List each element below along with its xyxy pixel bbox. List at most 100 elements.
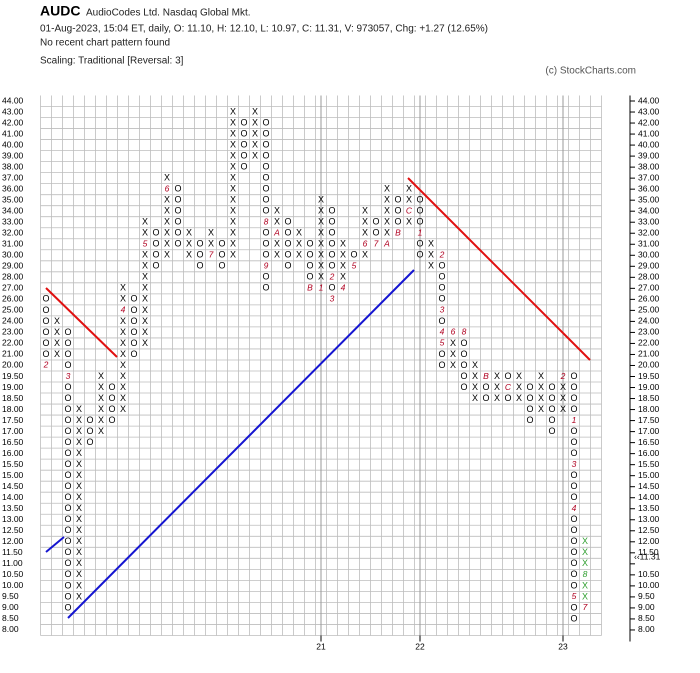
x-box: X [230, 106, 236, 116]
y-tick-label-left: 25.00 [2, 305, 24, 315]
o-box: O [284, 239, 291, 249]
y-tick-label-left: 13.50 [2, 503, 24, 513]
y-tick-label-left: 8.50 [2, 613, 19, 623]
month-marker: 5 [440, 338, 445, 348]
y-tick-label-right: 39.00 [638, 150, 660, 160]
x-box: X [252, 106, 258, 116]
x-box: X [516, 382, 522, 392]
x-box: X [384, 217, 390, 227]
o-box: O [460, 360, 467, 370]
o-box: O [306, 261, 313, 271]
pattern-note: No recent chart pattern found [40, 38, 170, 49]
x-box: X [142, 250, 148, 260]
x-box: X [252, 117, 258, 127]
x-box: X [142, 316, 148, 326]
o-box: O [570, 547, 577, 557]
x-box: X [362, 250, 368, 260]
o-box: O [64, 602, 71, 612]
scaling: Scaling: Traditional [Reversal: 3] [40, 56, 184, 67]
o-box: O [64, 569, 71, 579]
x-box: X [76, 591, 82, 601]
x-box: X [164, 173, 170, 183]
o-box: O [460, 371, 467, 381]
o-box: O [438, 349, 445, 359]
o-box: O [86, 426, 93, 436]
o-box: O [394, 206, 401, 216]
o-box: O [174, 184, 181, 194]
o-box: O [64, 503, 71, 513]
y-tick-label-left: 18.00 [2, 404, 24, 414]
x-box: X [494, 382, 500, 392]
o-box: O [174, 206, 181, 216]
month-marker: 7 [374, 239, 379, 249]
month-marker: B [483, 371, 489, 381]
x-box: X [54, 327, 60, 337]
o-box: O [438, 294, 445, 304]
x-box: X [76, 448, 82, 458]
x-box: X [472, 360, 478, 370]
month-marker: A [273, 227, 280, 237]
y-tick-label-left: 28.00 [2, 272, 24, 282]
x-box: X [340, 250, 346, 260]
o-box: O [570, 404, 577, 414]
y-tick-label-left: 17.50 [2, 415, 24, 425]
x-box: X [318, 217, 324, 227]
x-box: X [516, 371, 522, 381]
o-box: O [548, 393, 555, 403]
x-box: X [384, 206, 390, 216]
x-box: X [560, 404, 566, 414]
x-box: X [120, 360, 126, 370]
y-tick-label-left: 41.00 [2, 128, 24, 138]
month-marker: 8 [583, 569, 588, 579]
o-box: O [108, 393, 115, 403]
y-tick-label-left: 13.00 [2, 514, 24, 524]
x-box: X [252, 139, 258, 149]
x-box: X [274, 206, 280, 216]
x-box: X [76, 404, 82, 414]
x-box: X [560, 393, 566, 403]
y-tick-label-left: 33.00 [2, 216, 24, 226]
y-tick-label-right: 30.00 [638, 250, 660, 260]
y-tick-label-left: 15.50 [2, 459, 24, 469]
o-box: O [372, 228, 379, 238]
x-box: X [142, 305, 148, 315]
y-tick-label-right: 9.00 [638, 602, 655, 612]
o-box: O [548, 415, 555, 425]
x-box: X [494, 371, 500, 381]
month-marker: 5 [352, 261, 357, 271]
x-box: X [538, 382, 544, 392]
x-box: X [274, 217, 280, 227]
o-box: O [262, 128, 269, 138]
o-box: O [64, 481, 71, 491]
x-box: X [318, 195, 324, 205]
o-box: O [262, 117, 269, 127]
o-box: O [394, 195, 401, 205]
y-tick-label-right: 21.00 [638, 349, 660, 359]
o-box: O [196, 250, 203, 260]
y-tick-label-left: 16.50 [2, 437, 24, 447]
month-marker: 1 [572, 415, 577, 425]
o-box: O [262, 139, 269, 149]
o-box: O [240, 150, 247, 160]
y-tick-label-right: 44.00 [638, 95, 660, 105]
y-tick-label-left: 24.00 [2, 316, 24, 326]
o-box: O [218, 261, 225, 271]
x-box: X [76, 536, 82, 546]
o-box: O [130, 305, 137, 315]
o-box: O [262, 195, 269, 205]
o-box: O [570, 536, 577, 546]
month-marker: 2 [439, 250, 445, 260]
x-box: X [76, 492, 82, 502]
trendline [407, 177, 591, 361]
x-box: X [450, 360, 456, 370]
o-box: O [328, 250, 335, 260]
x-box: X [76, 415, 82, 425]
o-box: O [570, 437, 577, 447]
y-tick-label-right: 15.50 [638, 459, 660, 469]
y-tick-label-right: 35.00 [638, 194, 660, 204]
o-box: O [548, 404, 555, 414]
x-box: X [384, 184, 390, 194]
month-marker: 3 [66, 371, 71, 381]
o-box: O [262, 161, 269, 171]
